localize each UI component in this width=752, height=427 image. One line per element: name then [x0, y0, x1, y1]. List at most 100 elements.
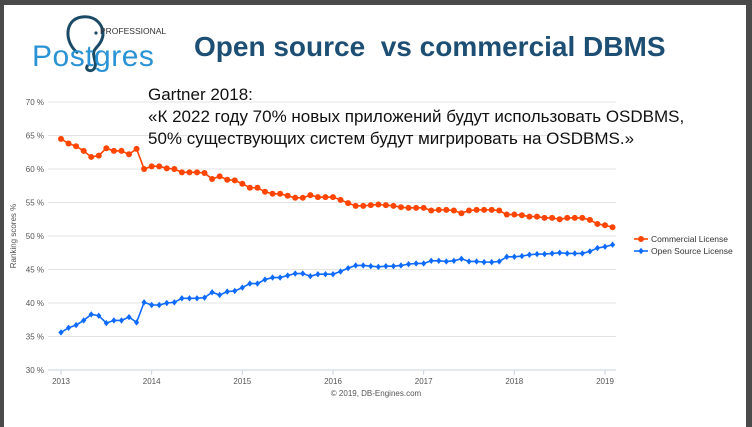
data-point	[216, 173, 223, 180]
data-point	[489, 258, 495, 266]
y-tick-label: 40 %	[26, 299, 44, 308]
data-point	[382, 202, 389, 209]
data-point	[390, 202, 397, 209]
data-point	[398, 204, 404, 211]
y-tick-label: 60 %	[26, 165, 44, 174]
legend-label: Commercial License	[651, 234, 728, 244]
data-point	[254, 280, 261, 287]
data-point	[330, 194, 336, 201]
data-point	[95, 152, 102, 159]
data-point	[58, 135, 64, 142]
data-point	[360, 262, 366, 269]
data-point	[572, 250, 578, 257]
data-point	[322, 270, 329, 278]
data-point	[511, 211, 518, 218]
data-point	[254, 184, 261, 191]
data-point	[80, 147, 87, 154]
data-point	[594, 220, 601, 227]
data-point	[126, 313, 132, 321]
data-point	[405, 204, 412, 211]
data-point	[579, 250, 585, 257]
data-point	[269, 274, 276, 281]
data-point	[421, 260, 427, 267]
data-point	[178, 169, 185, 176]
data-point	[435, 206, 442, 213]
data-point	[262, 188, 268, 195]
data-point	[96, 312, 102, 319]
data-point	[587, 248, 593, 255]
data-point	[314, 194, 321, 201]
data-point	[186, 169, 193, 176]
data-point	[133, 145, 140, 152]
data-point	[428, 207, 435, 214]
data-point	[65, 324, 72, 331]
data-point	[224, 288, 230, 295]
data-point	[345, 264, 351, 272]
data-point	[473, 258, 480, 265]
data-point	[239, 284, 245, 291]
y-tick-label: 55 %	[26, 199, 44, 208]
logo-wordmark: Postgres	[32, 40, 155, 73]
data-point	[149, 301, 155, 309]
data-point	[58, 329, 64, 336]
data-point	[201, 170, 208, 177]
data-point	[609, 241, 616, 248]
data-point	[488, 206, 495, 213]
data-point	[571, 214, 578, 221]
data-point	[556, 216, 563, 223]
data-point	[534, 250, 540, 258]
data-point	[557, 249, 563, 256]
data-point	[118, 147, 125, 154]
data-point	[247, 280, 253, 287]
data-point	[300, 270, 306, 277]
y-tick-label: 50 %	[26, 232, 44, 241]
data-point	[602, 222, 608, 229]
data-point	[360, 202, 367, 209]
data-point	[277, 190, 284, 197]
data-point	[466, 258, 472, 265]
x-tick-label: 2013	[52, 377, 70, 386]
data-point	[194, 169, 200, 176]
data-point	[413, 260, 419, 267]
data-point	[284, 192, 291, 199]
data-point	[111, 317, 117, 324]
data-point	[353, 262, 359, 269]
logo-subtitle: PROFESSIONAL	[100, 26, 167, 36]
data-point	[526, 251, 533, 258]
data-point	[518, 212, 525, 219]
data-point	[73, 321, 79, 329]
data-point	[156, 301, 162, 309]
data-point	[473, 206, 480, 213]
data-point	[88, 311, 94, 318]
data-point	[519, 252, 525, 260]
data-point	[390, 262, 397, 270]
slide-title: Open source vs commercial DBMS	[194, 31, 666, 62]
y-tick-label: 30 %	[26, 366, 44, 375]
elephant-icon	[66, 15, 105, 73]
data-point	[224, 176, 231, 183]
data-point	[299, 194, 306, 201]
data-point	[81, 317, 87, 324]
series-line-1	[60, 243, 613, 334]
data-point	[450, 207, 457, 214]
x-tick-label: 2016	[324, 377, 342, 386]
data-point	[118, 317, 125, 324]
data-point	[88, 153, 95, 160]
data-point	[443, 206, 450, 213]
data-point	[481, 206, 488, 213]
data-point	[292, 270, 298, 277]
y-tick-label: 45 %	[26, 266, 44, 275]
data-point	[330, 270, 336, 278]
data-point	[609, 224, 616, 231]
data-point	[65, 140, 72, 147]
data-point	[564, 214, 571, 221]
data-point	[141, 166, 148, 172]
data-point	[541, 214, 548, 221]
data-point	[549, 214, 556, 221]
x-tick-label: 2015	[233, 377, 251, 386]
data-point	[337, 268, 344, 275]
data-point	[148, 163, 155, 170]
data-point	[164, 299, 170, 307]
x-tick-label: 2017	[415, 377, 433, 386]
data-point	[103, 145, 110, 152]
